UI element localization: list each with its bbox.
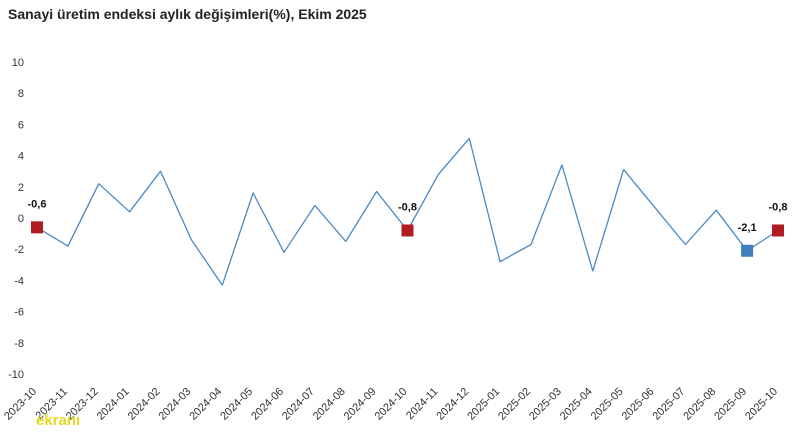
x-tick-label: 2023-10 (2, 386, 39, 423)
x-tick-label: 2025-05 (589, 386, 626, 423)
markers (31, 221, 784, 257)
x-tick-label: 2025-01 (465, 386, 502, 423)
y-tick-label: 0 (18, 213, 24, 225)
x-tick-label: 2024-04 (187, 386, 224, 423)
y-tick-label: 6 (18, 119, 24, 131)
x-tick-label: 2024-05 (218, 386, 255, 423)
x-tick-label: 2024-11 (404, 386, 440, 422)
data-label: -2,1 (738, 222, 757, 234)
x-tick-label: 2024-02 (126, 386, 163, 423)
watermark-logo: ekranı (36, 412, 81, 429)
y-tick-label: 10 (12, 57, 24, 69)
chart-title: Sanayi üretim endeksi aylık değişimleri(… (8, 6, 367, 22)
y-tick-label: -2 (14, 244, 24, 256)
y-tick-label: -4 (14, 275, 24, 287)
data-label: -0,6 (28, 198, 47, 210)
y-tick-label: -6 (14, 307, 24, 319)
x-tick-label: 2024-12 (434, 386, 471, 423)
x-tick-label: 2025-09 (712, 386, 749, 423)
data-label: -0,8 (398, 201, 417, 213)
x-tick-label: 2024-01 (95, 386, 132, 423)
x-tick-label: 2025-10 (743, 386, 780, 423)
y-tick-label: 2 (18, 182, 24, 194)
x-tick-label: 2025-06 (620, 386, 657, 423)
y-tick-label: 4 (18, 151, 24, 163)
x-tick-label: 2024-06 (249, 386, 286, 423)
y-axis: 10 8 6 4 2 0 -2 -4 -6 -8 -10 (8, 57, 24, 381)
x-tick-label: 2024-09 (342, 386, 379, 423)
x-tick-label: 2024-08 (311, 386, 348, 423)
x-tick-label: 2024-03 (156, 386, 193, 423)
data-label: -0,8 (769, 201, 788, 213)
x-tick-label: 2025-04 (558, 386, 595, 423)
highlight-marker (772, 224, 784, 237)
y-tick-label: -10 (8, 369, 24, 381)
x-tick-label: 2025-07 (650, 386, 687, 423)
x-tick-label: 2024-10 (373, 386, 410, 423)
x-tick-label: 2025-02 (496, 386, 533, 423)
highlight-marker (741, 244, 754, 257)
data-labels: -0,6 -0,8 -2,1 -0,8 (28, 198, 788, 233)
highlight-marker (31, 221, 43, 234)
x-tick-label: 2024-07 (280, 386, 317, 423)
x-tick-label: 2025-08 (681, 386, 718, 423)
highlight-marker (401, 224, 414, 237)
x-axis: 2023-102023-112023-122024-012024-022024-… (2, 386, 780, 423)
y-tick-label: 8 (18, 88, 24, 100)
y-tick-label: -8 (14, 338, 24, 350)
x-tick-label: 2025-03 (527, 386, 564, 423)
